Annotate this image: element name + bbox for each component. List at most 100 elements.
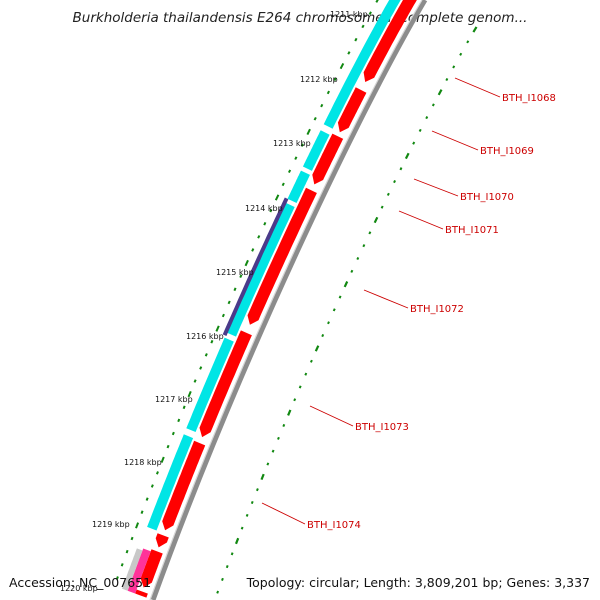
leader-line-1: [454, 77, 501, 98]
backbone: [149, 0, 428, 600]
outer-tick: [368, 231, 372, 235]
outer-tick: [437, 89, 443, 96]
inner-tick: [354, 37, 358, 42]
inner-tick: [115, 576, 119, 580]
inner-tick: [375, 0, 379, 3]
inner-tick: [361, 24, 365, 29]
outer-tick: [445, 77, 449, 82]
inner-tick: [215, 325, 220, 332]
kbp-label-1211: 1211 kbp: [330, 10, 368, 19]
gene-label-bth-i1071: BTH_I1071: [445, 225, 499, 236]
other-feature-1: [222, 197, 289, 336]
outer-tick: [393, 179, 397, 184]
outer-tick: [343, 281, 349, 288]
outer-tick: [338, 295, 342, 299]
forward-cds-1: [363, 0, 417, 82]
pink-feature: [127, 548, 151, 594]
forward-cds-4: [247, 187, 317, 325]
outer-tick: [356, 256, 360, 261]
inner-tick: [150, 484, 154, 488]
outer-tick: [452, 65, 456, 69]
inner-tick: [120, 563, 124, 567]
label-leaders: [261, 77, 501, 525]
outer-tick: [282, 423, 286, 427]
inner-tick: [125, 549, 129, 554]
outer-tick: [362, 244, 366, 248]
inner-tick: [221, 313, 225, 318]
inner-tick: [274, 194, 280, 201]
grey-feature: [122, 548, 143, 591]
reverse-cds-6: [147, 434, 194, 531]
kbp-label-1220: 1220 kbp: [60, 584, 98, 593]
inner-tick: [326, 90, 330, 95]
outer-tick: [271, 449, 275, 453]
reverse-cds-2: [302, 130, 330, 171]
forward-cds-9: [135, 589, 148, 598]
backbone-highlight: [149, 0, 423, 600]
outer-tick: [472, 26, 478, 33]
reverse-cds-1: [323, 0, 401, 129]
outer-tick: [404, 152, 410, 160]
outer-tick: [380, 205, 384, 209]
kbp-label-1214: 1214 kbp: [245, 204, 283, 213]
inner-tick: [347, 51, 351, 55]
reverse-cds-3: [287, 170, 310, 203]
inner-tick: [145, 497, 149, 501]
inner-tick: [281, 182, 285, 187]
inner-tick: [140, 510, 144, 514]
leader-line-7: [261, 502, 306, 525]
outer-tick: [304, 372, 308, 376]
outer-tick: [418, 128, 422, 132]
inner-tick: [166, 444, 170, 449]
outer-tick: [386, 192, 390, 196]
outer-tick: [314, 345, 320, 352]
outer-tick: [225, 565, 229, 569]
inner-tick: [244, 259, 249, 267]
outer-tick: [287, 409, 292, 416]
reverse-cds-4: [226, 202, 295, 337]
kbp-label-1212: 1212 kbp: [300, 75, 338, 84]
reverse-cds-5: [186, 337, 234, 432]
inner-tick: [287, 169, 292, 174]
outer-tick: [466, 40, 470, 44]
inner-tick: [306, 128, 311, 136]
inner-tick: [204, 353, 208, 357]
kbp-label-1218: 1218 kbp: [124, 458, 162, 467]
gene-label-bth-i1072: BTH_I1072: [410, 304, 464, 315]
outer-tick: [255, 488, 259, 492]
inner-tick: [269, 208, 273, 213]
inner-tick: [257, 235, 261, 239]
gene-label-bth-i1070: BTH_I1070: [460, 192, 514, 203]
kbp-label-1213: 1213 kbp: [273, 139, 311, 148]
ruler-labels: 1211 kbp 1212 kbp 1213 kbp 1214 kbp 1215…: [60, 10, 368, 593]
outer-tick: [327, 321, 330, 325]
kbp-label-1215: 1215 kbp: [216, 268, 254, 277]
kbp-label-1217: 1217 kbp: [155, 395, 193, 404]
gene-labels: BTH_I1068 BTH_I1069 BTH_I1070 BTH_I1071 …: [307, 93, 556, 531]
leader-line-3: [413, 178, 459, 197]
outer-tick: [234, 537, 240, 545]
outer-tick: [260, 473, 265, 481]
outer-tick: [350, 269, 354, 273]
gene-label-bth-i1074: BTH_I1074: [307, 520, 361, 531]
inner-tick: [313, 116, 317, 121]
inner-tick: [130, 536, 134, 541]
inner-tick: [333, 77, 337, 82]
inner-tick: [227, 300, 231, 305]
inner-tick: [160, 456, 165, 463]
inner-tick: [263, 221, 267, 226]
outer-tick: [245, 513, 249, 517]
inner-tick: [135, 522, 140, 529]
outer-tick: [431, 103, 435, 107]
outer-tick: [250, 500, 254, 505]
outer-tick: [230, 552, 234, 556]
inner-tick: [193, 379, 197, 383]
inner-tick: [171, 431, 175, 436]
outer-tick: [425, 116, 429, 120]
outer-tick: [240, 526, 244, 530]
inner-tick: [339, 62, 345, 70]
outer-tick: [321, 334, 325, 338]
tick-marks: [115, 0, 478, 594]
inner-tick: [177, 418, 181, 423]
